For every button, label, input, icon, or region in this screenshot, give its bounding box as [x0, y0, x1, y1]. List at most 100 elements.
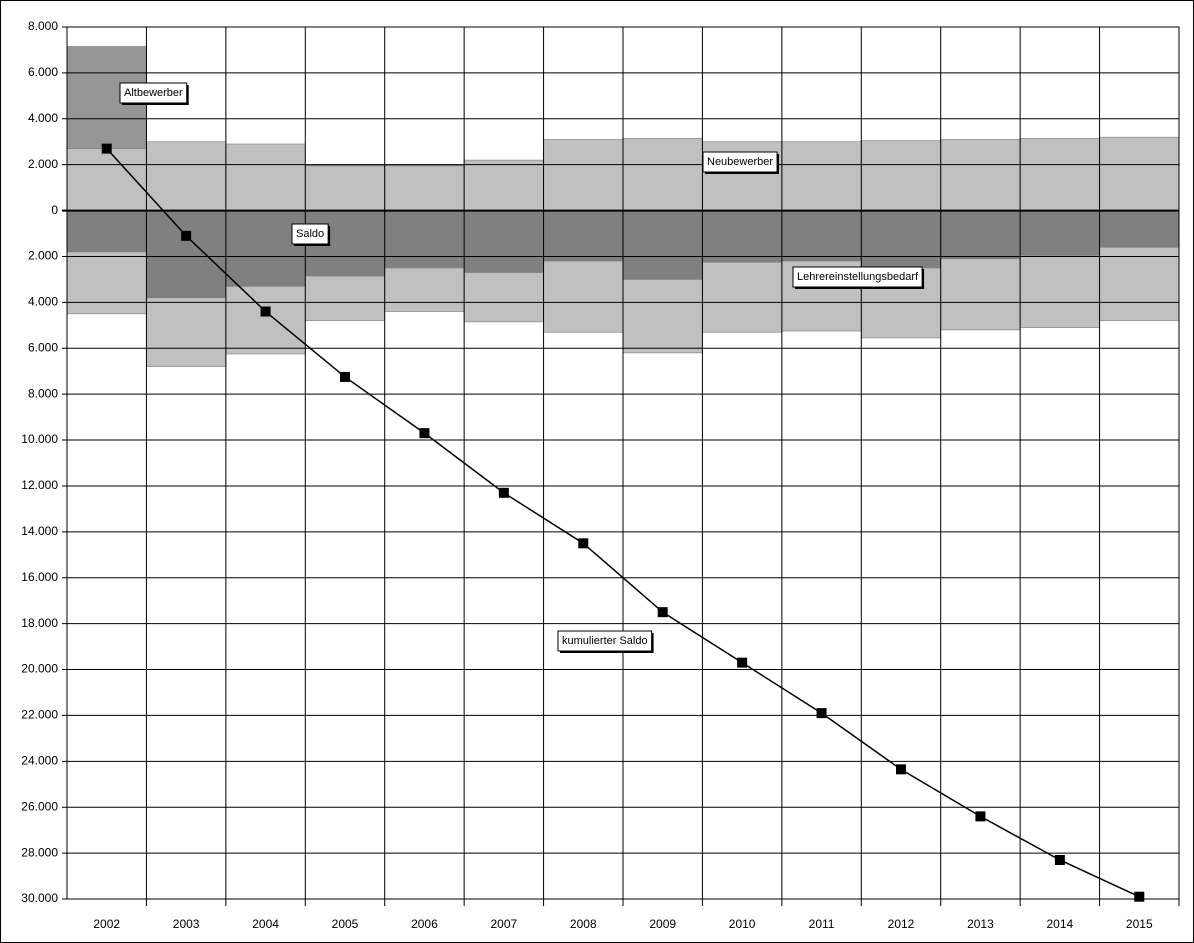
legend-label: Neubewerber — [707, 156, 773, 168]
bar — [66, 210, 147, 253]
y-tick-label: 28.000 — [21, 845, 58, 859]
x-tick-label: 2006 — [411, 917, 438, 931]
bar — [146, 210, 227, 299]
label-box — [702, 151, 778, 173]
bar — [940, 210, 1021, 260]
marker — [419, 428, 430, 439]
bar — [781, 210, 862, 262]
marker — [578, 538, 589, 549]
x-tick-label: 2008 — [570, 917, 597, 931]
bar — [146, 141, 227, 211]
bar — [384, 165, 465, 211]
y-tick-label: 8.000 — [28, 19, 58, 33]
x-tick-label: 2011 — [809, 917, 835, 931]
legend-label: kumulierter Saldo — [562, 635, 648, 647]
bar — [463, 210, 544, 273]
bar — [225, 210, 306, 287]
x-tick-label: 2012 — [888, 917, 915, 931]
bar — [66, 251, 147, 315]
bar — [860, 140, 942, 211]
bar — [304, 275, 386, 322]
y-tick-label: 10.000 — [21, 432, 58, 446]
bar — [543, 139, 624, 211]
bar — [1019, 255, 1100, 328]
y-tick-label: 2.000 — [28, 157, 58, 171]
line — [106, 148, 1140, 898]
bar — [940, 258, 1021, 331]
bar — [1099, 210, 1180, 248]
legend-label: Altbewerber — [124, 87, 183, 99]
bar — [940, 139, 1021, 211]
y-tick-label: 4.000 — [28, 111, 58, 125]
series-label: kumulierter Saldo — [557, 630, 654, 653]
y-tick-label: 22.000 — [21, 708, 58, 722]
series-label: Altbewerber — [119, 82, 189, 105]
y-tick-label: 6.000 — [28, 65, 58, 79]
marker — [498, 487, 509, 498]
marker — [101, 143, 112, 154]
marker — [1054, 854, 1065, 865]
y-tick-label: 8.000 — [28, 386, 58, 400]
marker — [181, 230, 192, 241]
y-tick-label: 24.000 — [21, 753, 58, 767]
series-label: Saldo — [291, 223, 331, 246]
bar — [622, 279, 703, 354]
y-tick-label: 0 — [51, 203, 58, 217]
x-tick-label: 2003 — [173, 917, 200, 931]
plot-border — [66, 26, 1180, 900]
marker — [657, 607, 668, 618]
bar — [543, 260, 624, 333]
y-tick-label: 30.000 — [21, 891, 58, 905]
legend-label: Lehrereinstellungsbedarf — [797, 271, 919, 283]
x-tick-label: 2014 — [1047, 917, 1074, 931]
marker — [340, 371, 350, 382]
y-tick-label: 2.000 — [28, 249, 58, 263]
bar — [1099, 246, 1180, 322]
bar — [304, 165, 386, 211]
x-tick-label: 2009 — [649, 917, 676, 931]
marker — [975, 811, 986, 822]
bar — [463, 272, 544, 323]
marker — [1134, 891, 1145, 902]
x-tick-label: 2004 — [252, 917, 279, 931]
x-tick-label: 2007 — [491, 917, 518, 931]
bar — [543, 210, 624, 262]
series-label: Lehrereinstellungsbedarf — [792, 266, 925, 289]
label-box — [557, 630, 653, 652]
marker — [816, 708, 827, 719]
bar — [225, 143, 306, 211]
bar — [702, 210, 783, 263]
bar — [66, 148, 147, 211]
bar — [622, 210, 703, 280]
bar — [146, 297, 227, 367]
bar — [860, 210, 942, 269]
y-tick-label: 4.000 — [28, 295, 58, 309]
y-tick-label: 26.000 — [21, 799, 58, 813]
y-tick-label: 12.000 — [21, 478, 58, 492]
y-tick-label: 6.000 — [28, 340, 58, 354]
bar — [463, 159, 544, 211]
bar — [781, 141, 862, 211]
x-tick-label: 2002 — [93, 917, 120, 931]
marker — [737, 657, 748, 668]
bar — [384, 210, 465, 269]
bar — [622, 137, 703, 211]
x-tick-label: 2015 — [1126, 917, 1153, 931]
bar — [702, 261, 783, 333]
marker — [896, 764, 906, 775]
bar — [225, 286, 306, 355]
x-tick-label: 2005 — [332, 917, 359, 931]
x-tick-label: 2010 — [729, 917, 756, 931]
bar — [1019, 210, 1100, 256]
y-tick-label: 14.000 — [21, 524, 58, 538]
bar — [384, 267, 465, 312]
y-tick-label: 18.000 — [21, 616, 58, 630]
label-box — [119, 82, 188, 104]
label-box — [291, 223, 329, 245]
legend-label: Saldo — [296, 228, 324, 240]
bar — [1019, 137, 1100, 211]
label-box — [792, 266, 923, 288]
series-label: Neubewerber — [702, 151, 780, 174]
x-tick-label: 2013 — [967, 917, 994, 931]
